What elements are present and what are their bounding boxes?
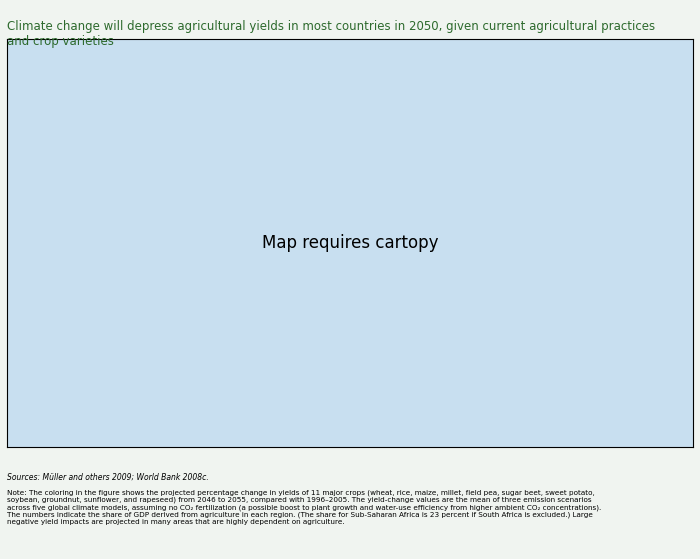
Text: Climate change will depress agricultural yields in most countries in 2050, given: Climate change will depress agricultural… [7, 20, 655, 48]
Text: Map requires cartopy: Map requires cartopy [262, 234, 438, 252]
Text: Sources: Müller and others 2009; World Bank 2008c.: Sources: Müller and others 2009; World B… [7, 472, 209, 481]
Text: Note: The coloring in the figure shows the projected percentage change in yields: Note: The coloring in the figure shows t… [7, 489, 601, 525]
